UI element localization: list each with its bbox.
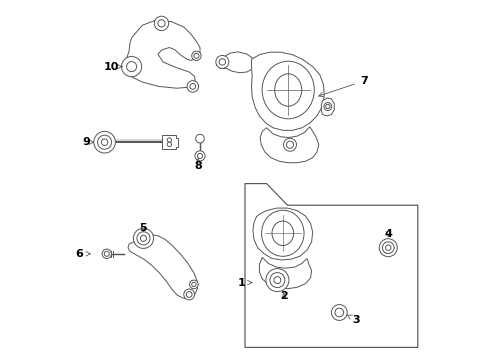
Circle shape [194, 53, 199, 58]
Circle shape [94, 131, 116, 153]
Circle shape [190, 84, 196, 89]
Circle shape [274, 276, 281, 284]
Polygon shape [216, 52, 255, 73]
Circle shape [167, 142, 171, 147]
Circle shape [184, 289, 195, 300]
Ellipse shape [262, 210, 304, 256]
Text: 5: 5 [140, 222, 147, 233]
Circle shape [154, 16, 169, 31]
Circle shape [186, 292, 192, 297]
Text: 10: 10 [104, 62, 122, 72]
Polygon shape [260, 127, 319, 163]
Circle shape [126, 62, 137, 72]
Polygon shape [321, 98, 334, 116]
Circle shape [386, 245, 391, 251]
Circle shape [133, 228, 153, 248]
Circle shape [158, 20, 165, 27]
Circle shape [382, 242, 394, 253]
Text: 8: 8 [195, 158, 202, 171]
Text: 7: 7 [318, 76, 368, 97]
Circle shape [167, 138, 171, 142]
Circle shape [137, 232, 150, 245]
Circle shape [326, 104, 330, 109]
Circle shape [101, 139, 108, 145]
Circle shape [104, 251, 109, 256]
Polygon shape [245, 184, 418, 347]
Circle shape [270, 273, 285, 288]
Text: 4: 4 [384, 229, 392, 239]
Circle shape [122, 57, 142, 77]
Circle shape [335, 308, 343, 317]
Circle shape [102, 249, 111, 258]
Circle shape [141, 235, 147, 241]
Ellipse shape [272, 221, 294, 246]
Circle shape [324, 103, 332, 111]
Circle shape [197, 153, 202, 158]
Circle shape [98, 135, 112, 149]
Text: 1: 1 [238, 278, 252, 288]
Circle shape [190, 280, 198, 289]
Circle shape [219, 59, 225, 65]
Text: 3: 3 [347, 315, 360, 325]
Ellipse shape [275, 74, 302, 106]
Polygon shape [128, 235, 197, 298]
Circle shape [379, 239, 397, 257]
Ellipse shape [262, 61, 314, 119]
Circle shape [192, 282, 196, 287]
Polygon shape [162, 135, 178, 149]
Text: 2: 2 [280, 291, 288, 301]
Polygon shape [125, 20, 200, 88]
Circle shape [331, 305, 347, 320]
Circle shape [196, 134, 204, 143]
Circle shape [195, 151, 205, 161]
Circle shape [187, 81, 198, 92]
Circle shape [216, 55, 229, 68]
Circle shape [266, 269, 289, 292]
Text: 6: 6 [75, 249, 90, 259]
Polygon shape [251, 52, 324, 130]
Text: 9: 9 [82, 137, 94, 147]
Circle shape [192, 51, 201, 60]
Circle shape [284, 138, 296, 151]
Circle shape [286, 141, 294, 148]
Polygon shape [259, 257, 312, 289]
Polygon shape [253, 208, 313, 260]
